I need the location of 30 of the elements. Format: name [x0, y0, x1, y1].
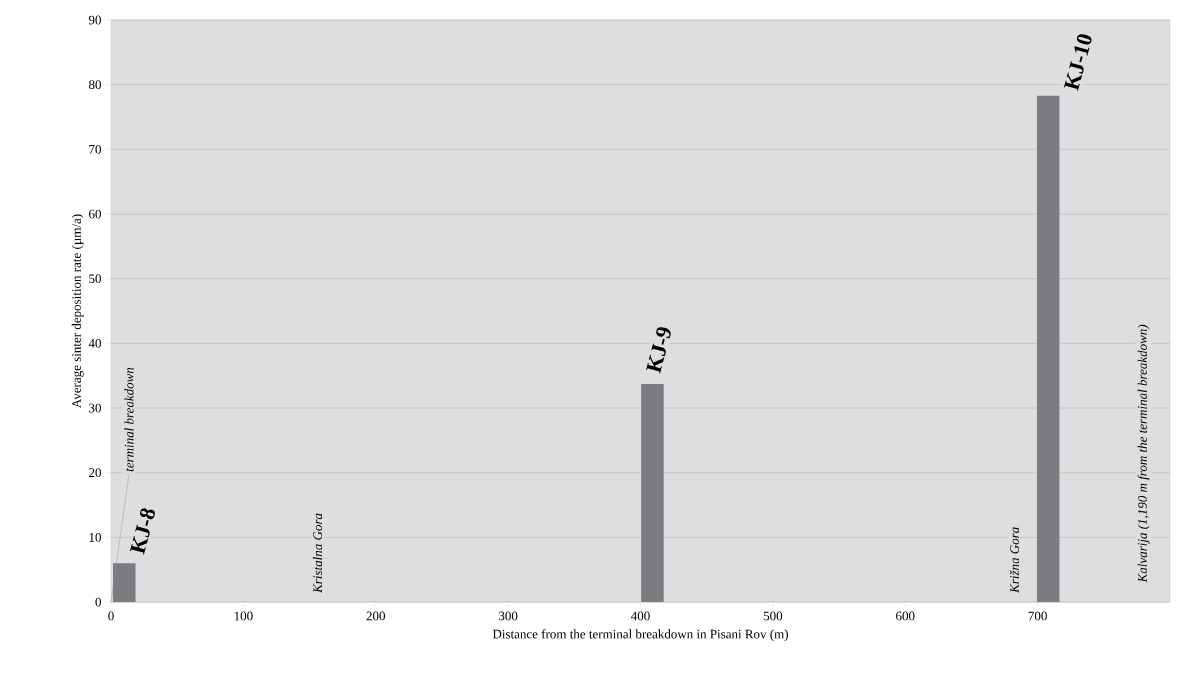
x-tick-label: 500	[763, 611, 783, 621]
bar	[641, 384, 664, 603]
y-axis-title: Average sinter deposition rate (µm/a)	[71, 214, 84, 408]
x-tick-label: 200	[366, 611, 386, 621]
annotation: KJ-8	[129, 508, 155, 555]
y-tick-label: 60	[89, 209, 101, 219]
x-tick-label: 100	[234, 611, 253, 621]
y-tick-label: 40	[88, 338, 101, 348]
annotation: Kristalna Gora	[312, 513, 323, 593]
x-tick-label: 0	[108, 611, 114, 621]
y-tick-label: 20	[89, 468, 101, 478]
annotation: Kalvarija (1,190 m from the terminal breakdown)	[1137, 324, 1150, 583]
annotation: KJ-9	[646, 327, 671, 374]
y-tick-label: 80	[88, 80, 101, 90]
bar	[112, 563, 136, 603]
x-tick-label: 700	[1028, 611, 1047, 621]
bar	[1036, 95, 1060, 603]
x-tick-label: 600	[896, 611, 915, 621]
annotation: terminal breakdown	[124, 367, 134, 472]
x-tick-label: 400	[631, 611, 650, 621]
annotation: Križna Gora	[1009, 527, 1019, 593]
y-tick-label: 90	[88, 15, 101, 25]
annotation: KJ-10	[1063, 34, 1092, 92]
y-tick-label: 50	[89, 274, 101, 284]
y-tick-label: 30	[89, 403, 101, 413]
x-axis-title: Distance from the terminal breakdown in Pisani Rov (m)	[492, 629, 788, 642]
y-tick-label: 70	[89, 144, 101, 154]
y-tick-label: 10	[89, 532, 101, 542]
y-tick-label: 0	[95, 597, 101, 607]
x-tick-label: 300	[499, 611, 518, 621]
